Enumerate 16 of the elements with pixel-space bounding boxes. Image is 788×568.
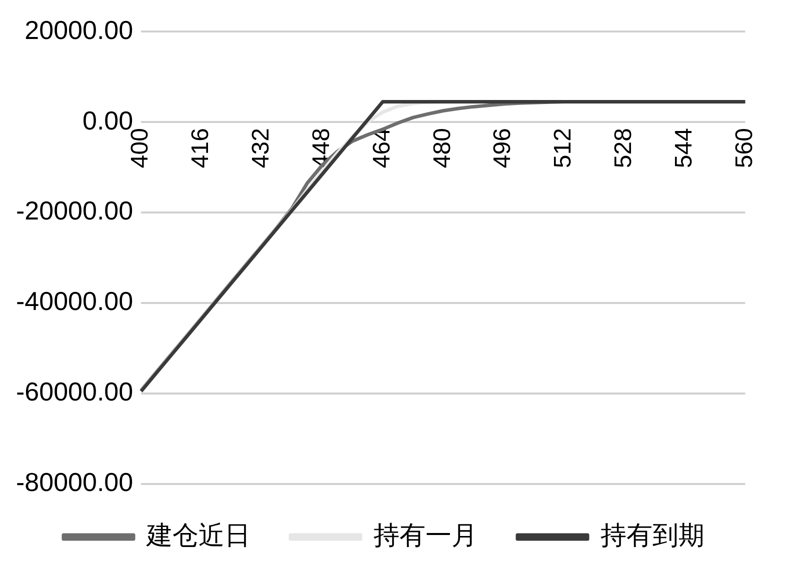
legend-label: 持有到期 <box>600 520 704 550</box>
y-tick-label: 20000.00 <box>24 14 134 45</box>
x-tick-label: 560 <box>730 128 758 168</box>
legend-label: 建仓近日 <box>146 520 250 550</box>
x-tick-label: 480 <box>428 128 456 168</box>
y-tick-label: -80000.00 <box>16 467 134 498</box>
x-tick-label: 496 <box>489 128 516 168</box>
x-tick-label: 416 <box>187 128 214 168</box>
y-tick-label: -20000.00 <box>16 196 134 226</box>
x-tick-label: 432 <box>248 128 275 168</box>
legend-label: 持有一月 <box>374 520 478 550</box>
x-tick-label: 544 <box>670 128 698 168</box>
y-tick-label: -60000.00 <box>16 376 134 407</box>
x-tick-label: 512 <box>550 128 577 168</box>
x-tick-label: 528 <box>610 128 638 168</box>
y-tick-label: -40000.00 <box>16 286 134 316</box>
